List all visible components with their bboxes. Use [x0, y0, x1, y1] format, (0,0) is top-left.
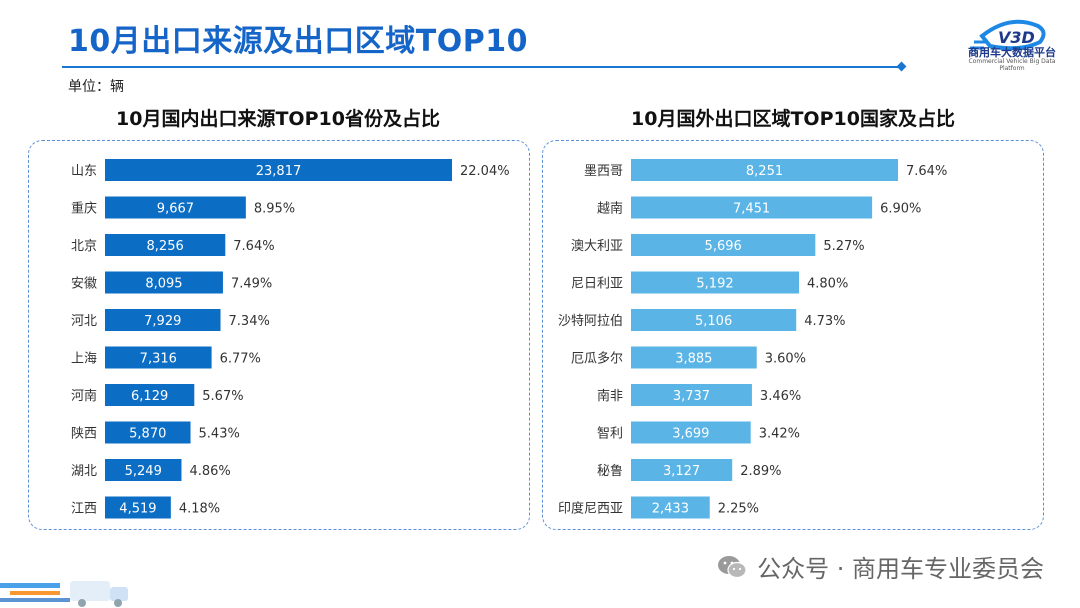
- bar: [105, 496, 171, 519]
- value-label: 8,256: [147, 239, 184, 254]
- value-label: 23,817: [256, 164, 302, 179]
- category-label: 江西: [71, 502, 97, 517]
- percent-label: 5.27%: [823, 239, 864, 254]
- category-label: 厄瓜多尔: [571, 351, 623, 367]
- category-label: 沙特阿拉伯: [558, 314, 623, 329]
- percent-label: 8.95%: [254, 202, 295, 217]
- truck-decoration-icon: [0, 581, 128, 607]
- value-label: 2,433: [652, 502, 689, 517]
- brand-logo-icon: V3D: [970, 19, 1046, 51]
- value-label: 6,129: [131, 389, 168, 404]
- percent-label: 5.43%: [199, 427, 240, 442]
- percent-label: 5.67%: [202, 389, 243, 404]
- bar: [105, 196, 246, 219]
- percent-label: 7.64%: [906, 164, 947, 179]
- percent-label: 7.49%: [231, 277, 272, 292]
- domestic-bar-chart: 山东 23,817 22.04% 重庆 9,667 8.95% 北京 8,256 7.64% 安徽…: [71, 159, 510, 519]
- value-label: 8,251: [746, 164, 783, 179]
- bar: [631, 309, 797, 331]
- category-label: 越南: [597, 201, 623, 217]
- bar: [105, 384, 195, 406]
- value-label: 5,106: [695, 314, 732, 329]
- logo-mark: V3D: [998, 28, 1035, 47]
- bar: [631, 271, 800, 294]
- percent-label: 3.46%: [760, 389, 801, 404]
- percent-label: 4.80%: [807, 277, 848, 292]
- percent-label: 4.73%: [804, 314, 845, 329]
- bar: [631, 159, 898, 181]
- value-label: 3,127: [663, 464, 700, 479]
- category-label: 河南: [71, 388, 97, 404]
- value-label: 5,696: [705, 239, 742, 254]
- category-label: 尼日利亚: [571, 277, 623, 292]
- value-label: 4,519: [119, 502, 156, 517]
- value-label: 3,699: [672, 427, 709, 442]
- category-label: 山东: [71, 164, 97, 179]
- percent-label: 4.86%: [189, 464, 230, 479]
- percent-label: 7.34%: [229, 314, 270, 329]
- category-label: 陕西: [71, 427, 97, 442]
- percent-label: 7.64%: [233, 239, 274, 254]
- bar: [105, 159, 452, 181]
- percent-label: 22.04%: [460, 164, 510, 179]
- value-label: 5,249: [125, 464, 162, 479]
- category-label: 澳大利亚: [571, 238, 623, 254]
- category-label: 北京: [71, 239, 97, 254]
- value-label: 5,192: [696, 277, 733, 292]
- bar: [105, 234, 226, 256]
- domestic-chart-title: 10月国内出口来源TOP10省份及占比: [116, 108, 440, 130]
- value-label: 8,095: [145, 277, 182, 292]
- page-title: 10月出口来源及出口区域TOP10: [68, 24, 528, 59]
- value-label: 7,929: [144, 314, 181, 329]
- title-underline: [62, 66, 902, 68]
- value-label: 5,870: [129, 427, 166, 442]
- foreign-chart-title: 10月国外出口区域TOP10国家及占比: [631, 108, 955, 130]
- bar: [631, 196, 873, 219]
- bar: [631, 496, 710, 519]
- bar: [105, 346, 212, 369]
- bar: [631, 384, 752, 406]
- value-label: 3,737: [673, 389, 710, 404]
- wechat-icon: [718, 555, 747, 578]
- category-label: 印度尼西亚: [558, 501, 623, 517]
- category-label: 安徽: [71, 277, 97, 292]
- footer: 公众号 · 商用车专业委员会: [717, 549, 1044, 584]
- percent-label: 6.77%: [220, 352, 261, 367]
- footer-text: 公众号 · 商用车专业委员会: [757, 555, 1044, 583]
- percent-label: 6.90%: [880, 202, 921, 217]
- bar: [631, 234, 816, 256]
- domestic-chart-panel: 山东 23,817 22.04% 重庆 9,667 8.95% 北京 8,256 7.64% 安徽…: [28, 140, 530, 530]
- bar: [631, 421, 751, 444]
- category-label: 上海: [71, 352, 97, 367]
- percent-label: 2.25%: [718, 502, 759, 517]
- category-label: 重庆: [71, 201, 97, 217]
- foreign-chart-panel: 墨西哥 8,251 7.64% 越南 7,451 6.90% 澳大利亚 5,696 5.27% 尼…: [542, 140, 1044, 530]
- title-underline-end: [896, 61, 907, 72]
- unit-label: 单位：辆: [68, 79, 124, 95]
- category-label: 湖北: [71, 464, 97, 479]
- category-label: 智利: [597, 427, 623, 442]
- category-label: 墨西哥: [584, 164, 623, 179]
- bar: [105, 459, 182, 481]
- category-label: 南非: [597, 388, 623, 404]
- value-label: 3,885: [675, 352, 712, 367]
- logo-subtext: Commercial Vehicle Big Data Platform: [968, 58, 1056, 72]
- percent-label: 4.18%: [179, 502, 220, 517]
- percent-label: 3.42%: [759, 427, 800, 442]
- bar: [631, 459, 733, 481]
- percent-label: 2.89%: [740, 464, 781, 479]
- category-label: 河北: [71, 314, 97, 329]
- value-label: 7,451: [733, 202, 770, 217]
- bar: [105, 309, 221, 331]
- category-label: 秘鲁: [597, 464, 623, 479]
- value-label: 9,667: [157, 202, 194, 217]
- bar: [105, 271, 223, 294]
- bar: [631, 346, 757, 369]
- percent-label: 3.60%: [765, 352, 806, 367]
- foreign-bar-chart: 墨西哥 8,251 7.64% 越南 7,451 6.90% 澳大利亚 5,696 5.27% 尼…: [558, 159, 947, 519]
- bar: [105, 421, 191, 444]
- value-label: 7,316: [140, 352, 177, 367]
- logo-text: 商用车大数据平台: [968, 46, 1056, 59]
